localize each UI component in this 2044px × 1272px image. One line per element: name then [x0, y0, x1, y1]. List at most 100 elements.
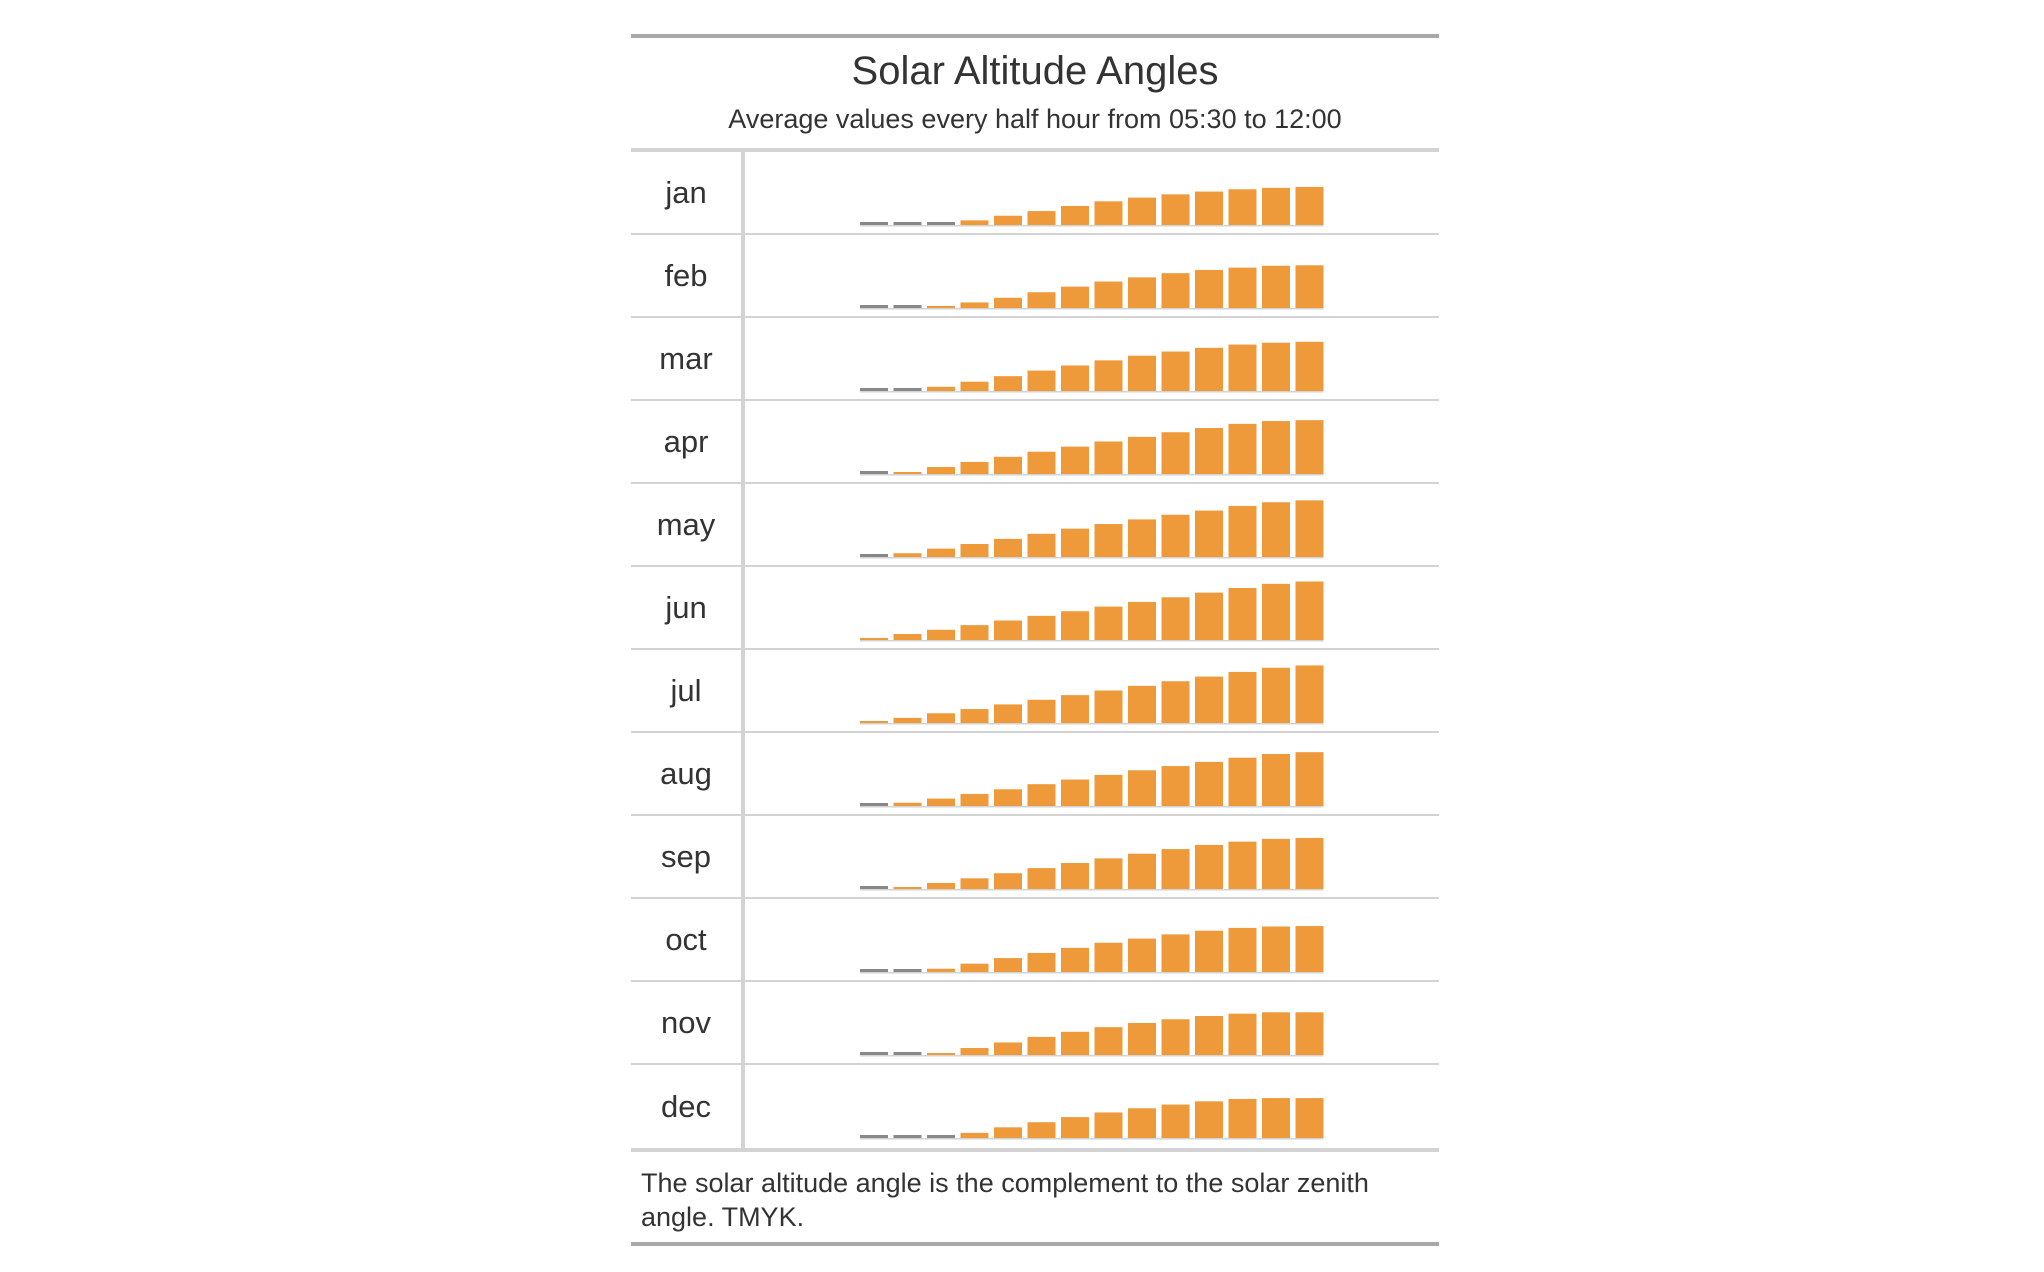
bar — [1195, 592, 1223, 640]
bar — [1262, 926, 1290, 972]
table-row: jul — [631, 650, 1439, 733]
bar — [1295, 1012, 1324, 1055]
sparkline-baseline — [860, 308, 1324, 310]
month-label: jan — [665, 174, 707, 210]
bar — [1128, 197, 1156, 225]
bar — [994, 215, 1022, 225]
sparkline-bar-chart — [860, 837, 1324, 891]
bar — [860, 638, 888, 640]
bar — [1128, 853, 1156, 889]
bar — [1195, 269, 1223, 308]
sparkline-baseline — [860, 225, 1324, 227]
bar — [994, 958, 1022, 972]
missing-value-mark — [860, 886, 888, 889]
table-row: feb — [631, 235, 1439, 318]
bar — [1161, 934, 1190, 972]
bar — [1228, 1013, 1257, 1055]
bar — [1195, 761, 1223, 806]
bar — [1094, 774, 1123, 806]
stub-divider — [741, 1065, 745, 1148]
bar — [1161, 1019, 1190, 1055]
bar — [1195, 347, 1223, 391]
table-row: jun — [631, 567, 1439, 650]
bar — [1027, 699, 1056, 723]
bar — [927, 968, 955, 972]
missing-value-mark — [860, 1052, 888, 1055]
bar — [927, 548, 955, 557]
bar — [1061, 446, 1089, 474]
bar — [893, 802, 922, 806]
bar — [1228, 344, 1257, 391]
bar — [1161, 514, 1190, 557]
bar — [1295, 265, 1324, 308]
bar — [1161, 1104, 1190, 1138]
bar — [1262, 754, 1290, 806]
bar — [1295, 581, 1324, 640]
bar — [994, 297, 1022, 308]
bar — [1295, 500, 1324, 557]
stub-divider — [741, 982, 745, 1063]
bar — [1228, 267, 1257, 308]
bar — [927, 629, 955, 640]
bar — [960, 709, 989, 723]
bar — [1195, 1101, 1223, 1138]
bar — [1094, 942, 1123, 972]
bar — [994, 620, 1022, 640]
bar — [1195, 191, 1223, 225]
stub-divider — [741, 401, 745, 482]
month-label: sep — [661, 838, 711, 874]
sparkline-bar-chart — [860, 1098, 1324, 1140]
table-row: may — [631, 484, 1439, 567]
sparkline-bar-chart — [860, 500, 1324, 559]
bar — [1262, 1098, 1290, 1138]
bar — [1027, 952, 1056, 972]
bar — [1262, 583, 1290, 640]
missing-value-mark — [860, 803, 888, 806]
bar — [994, 873, 1022, 889]
sparkline-baseline — [860, 557, 1324, 559]
bar — [1128, 601, 1156, 640]
table-row: sep — [631, 816, 1439, 899]
bar — [1094, 606, 1123, 640]
bar — [960, 625, 989, 640]
stub-divider — [741, 733, 745, 814]
bar — [1061, 611, 1089, 640]
stub-divider — [741, 899, 745, 980]
bar — [1161, 351, 1190, 391]
bar — [927, 713, 955, 723]
bar — [1228, 505, 1257, 557]
bar — [1128, 436, 1156, 474]
sparkline-baseline — [860, 723, 1324, 725]
bar — [1061, 695, 1089, 723]
sparkline-bar-chart — [860, 926, 1324, 974]
bar — [1094, 201, 1123, 225]
bar — [960, 793, 989, 806]
sparkline-bar-chart — [860, 665, 1324, 725]
bar — [1027, 211, 1056, 225]
missing-value-mark — [893, 305, 922, 308]
bar — [1161, 194, 1190, 225]
bar — [1195, 510, 1223, 557]
bar — [927, 882, 955, 889]
bar — [1295, 1098, 1324, 1138]
bar — [960, 1048, 989, 1055]
bar — [1161, 273, 1190, 308]
bar — [1228, 757, 1257, 806]
bar — [1228, 841, 1257, 889]
bar — [1195, 428, 1223, 474]
bar — [1027, 451, 1056, 474]
table-subtitle: Average values every half hour from 05:3… — [728, 104, 1342, 134]
sparkline-baseline — [860, 391, 1324, 393]
bar — [1228, 1099, 1257, 1138]
bar — [860, 721, 888, 723]
bar — [1094, 524, 1123, 557]
sparkline-baseline — [860, 1138, 1324, 1140]
stub-divider — [741, 567, 745, 648]
month-label: feb — [664, 257, 708, 293]
bar — [927, 798, 955, 806]
bar — [1262, 1012, 1290, 1055]
bar — [893, 887, 922, 889]
stub-divider — [741, 152, 745, 233]
bar — [1161, 766, 1190, 806]
bar — [1295, 837, 1324, 889]
